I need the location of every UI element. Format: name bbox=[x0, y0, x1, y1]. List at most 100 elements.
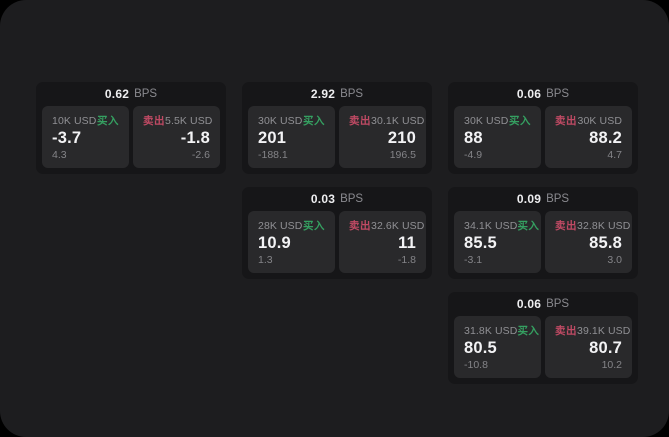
buy-delta: -4.9 bbox=[464, 149, 483, 161]
buy-side-label: 买入 bbox=[517, 325, 540, 337]
sell-side-label: 卖出 bbox=[555, 325, 577, 337]
sell-panel-header: 卖出 30.1K USD bbox=[349, 113, 424, 128]
buy-amount: 28K USD bbox=[258, 220, 303, 232]
buy-side-label: 买入 bbox=[303, 115, 325, 127]
quote-panels: 31.8K USD 买入 80.5 -10.8 卖出 39.1K USD 80.… bbox=[448, 316, 638, 384]
sell-delta: -1.8 bbox=[397, 254, 416, 266]
card-header: 0.03 BPS bbox=[242, 187, 432, 211]
sell-side-label: 卖出 bbox=[143, 115, 165, 127]
quotes-grid: 0.62 BPS 10K USD 买入 -3.7 4.3 卖出 5.5K USD… bbox=[36, 82, 638, 384]
buy-delta: -10.8 bbox=[464, 359, 488, 371]
buy-amount: 10K USD bbox=[52, 115, 97, 127]
buy-quote-panel[interactable]: 10K USD 买入 -3.7 4.3 bbox=[42, 106, 129, 168]
quote-card: 0.09 BPS 34.1K USD 买入 85.5 -3.1 卖出 32.8K… bbox=[448, 187, 638, 279]
sell-amount: 32.8K USD bbox=[577, 220, 631, 232]
sell-price: 11 bbox=[398, 234, 416, 253]
sell-quote-panel[interactable]: 卖出 5.5K USD -1.8 -2.6 bbox=[133, 106, 220, 168]
buy-delta: 4.3 bbox=[52, 149, 67, 161]
buy-quote-panel[interactable]: 31.8K USD 买入 80.5 -10.8 bbox=[454, 316, 541, 378]
buy-panel-header: 31.8K USD 买入 bbox=[464, 323, 539, 338]
buy-price: 88 bbox=[464, 129, 483, 148]
quote-panels: 30K USD 买入 88 -4.9 卖出 30K USD 88.2 4.7 bbox=[448, 106, 638, 174]
bps-unit-label: BPS bbox=[134, 88, 158, 100]
buy-side-label: 买入 bbox=[303, 220, 325, 232]
buy-panel-header: 10K USD 买入 bbox=[52, 113, 119, 128]
buy-delta: 1.3 bbox=[258, 254, 273, 266]
bps-spread-value: 0.62 bbox=[104, 87, 130, 101]
sell-delta: 3.0 bbox=[607, 254, 622, 266]
buy-price: 80.5 bbox=[464, 339, 497, 358]
quote-card: 0.06 BPS 31.8K USD 买入 80.5 -10.8 卖出 39.1… bbox=[448, 292, 638, 384]
buy-quote-panel[interactable]: 28K USD 买入 10.9 1.3 bbox=[248, 211, 335, 273]
sell-delta: 196.5 bbox=[389, 149, 416, 161]
quote-panels: 30K USD 买入 201 -188.1 卖出 30.1K USD 210 1… bbox=[242, 106, 432, 174]
sell-quote-panel[interactable]: 卖出 32.8K USD 85.8 3.0 bbox=[545, 211, 632, 273]
buy-amount: 34.1K USD bbox=[464, 220, 518, 232]
sell-side-label: 卖出 bbox=[349, 220, 371, 232]
sell-amount: 32.6K USD bbox=[371, 220, 425, 232]
quote-card: 2.92 BPS 30K USD 买入 201 -188.1 卖出 30.1K … bbox=[242, 82, 432, 174]
quote-panels: 10K USD 买入 -3.7 4.3 卖出 5.5K USD -1.8 -2.… bbox=[36, 106, 226, 174]
bps-unit-label: BPS bbox=[546, 298, 570, 310]
card-header: 0.62 BPS bbox=[36, 82, 226, 106]
bps-spread-value: 2.92 bbox=[310, 87, 336, 101]
buy-side-label: 买入 bbox=[509, 115, 531, 127]
sell-price: 88.2 bbox=[589, 129, 622, 148]
sell-amount: 5.5K USD bbox=[165, 115, 213, 127]
buy-quote-panel[interactable]: 30K USD 买入 201 -188.1 bbox=[248, 106, 335, 168]
sell-price: 210 bbox=[387, 129, 416, 148]
sell-quote-panel[interactable]: 卖出 30.1K USD 210 196.5 bbox=[339, 106, 426, 168]
buy-panel-header: 34.1K USD 买入 bbox=[464, 218, 539, 233]
sell-amount: 30K USD bbox=[577, 115, 622, 127]
buy-price: -3.7 bbox=[52, 129, 82, 148]
sell-panel-header: 卖出 30K USD bbox=[555, 113, 622, 128]
buy-delta: -188.1 bbox=[258, 149, 288, 161]
quote-card: 0.62 BPS 10K USD 买入 -3.7 4.3 卖出 5.5K USD… bbox=[36, 82, 226, 174]
buy-amount: 30K USD bbox=[464, 115, 509, 127]
sell-delta: 4.7 bbox=[607, 149, 622, 161]
sell-panel-header: 卖出 5.5K USD bbox=[143, 113, 213, 128]
quote-card: 0.03 BPS 28K USD 买入 10.9 1.3 卖出 32.6K US… bbox=[242, 187, 432, 279]
buy-quote-panel[interactable]: 30K USD 买入 88 -4.9 bbox=[454, 106, 541, 168]
sell-price: 85.8 bbox=[589, 234, 622, 253]
sell-side-label: 卖出 bbox=[555, 115, 577, 127]
buy-side-label: 买入 bbox=[517, 220, 540, 232]
bps-spread-value: 0.09 bbox=[516, 192, 542, 206]
bps-unit-label: BPS bbox=[340, 88, 364, 100]
sell-panel-header: 卖出 39.1K USD bbox=[555, 323, 630, 338]
bps-spread-value: 0.06 bbox=[516, 87, 542, 101]
card-header: 0.09 BPS bbox=[448, 187, 638, 211]
buy-amount: 31.8K USD bbox=[464, 325, 518, 337]
sell-quote-panel[interactable]: 卖出 32.6K USD 11 -1.8 bbox=[339, 211, 426, 273]
sell-delta: -2.6 bbox=[191, 149, 210, 161]
bps-unit-label: BPS bbox=[546, 193, 570, 205]
bps-unit-label: BPS bbox=[340, 193, 364, 205]
quote-card: 0.06 BPS 30K USD 买入 88 -4.9 卖出 30K USD 8… bbox=[448, 82, 638, 174]
sell-price: -1.8 bbox=[180, 129, 210, 148]
sell-side-label: 卖出 bbox=[555, 220, 577, 232]
buy-amount: 30K USD bbox=[258, 115, 303, 127]
card-header: 0.06 BPS bbox=[448, 82, 638, 106]
sell-side-label: 卖出 bbox=[349, 115, 371, 127]
sell-panel-header: 卖出 32.8K USD bbox=[555, 218, 630, 233]
sell-quote-panel[interactable]: 卖出 30K USD 88.2 4.7 bbox=[545, 106, 632, 168]
buy-panel-header: 30K USD 买入 bbox=[464, 113, 531, 128]
buy-side-label: 买入 bbox=[97, 115, 119, 127]
buy-panel-header: 30K USD 买入 bbox=[258, 113, 325, 128]
bps-spread-value: 0.06 bbox=[516, 297, 542, 311]
buy-price: 85.5 bbox=[464, 234, 497, 253]
sell-quote-panel[interactable]: 卖出 39.1K USD 80.7 10.2 bbox=[545, 316, 632, 378]
sell-price: 80.7 bbox=[589, 339, 622, 358]
bps-spread-value: 0.03 bbox=[310, 192, 336, 206]
quote-panels: 28K USD 买入 10.9 1.3 卖出 32.6K USD 11 -1.8 bbox=[242, 211, 432, 279]
card-header: 0.06 BPS bbox=[448, 292, 638, 316]
bps-unit-label: BPS bbox=[546, 88, 570, 100]
sell-amount: 30.1K USD bbox=[371, 115, 425, 127]
buy-price: 201 bbox=[258, 129, 287, 148]
sell-panel-header: 卖出 32.6K USD bbox=[349, 218, 424, 233]
sell-amount: 39.1K USD bbox=[577, 325, 631, 337]
sell-delta: 10.2 bbox=[601, 359, 622, 371]
buy-quote-panel[interactable]: 34.1K USD 买入 85.5 -3.1 bbox=[454, 211, 541, 273]
buy-panel-header: 28K USD 买入 bbox=[258, 218, 325, 233]
